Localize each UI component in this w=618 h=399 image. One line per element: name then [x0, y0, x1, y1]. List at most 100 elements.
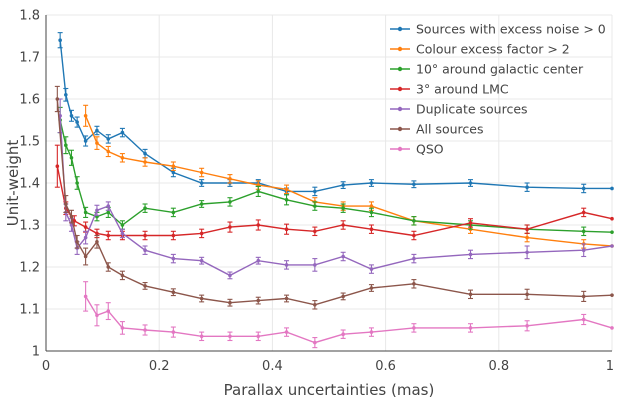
- legend-label: Sources with excess noise > 0: [416, 22, 606, 37]
- data-point: [525, 227, 529, 231]
- data-point: [106, 233, 111, 238]
- data-point: [581, 186, 586, 191]
- data-point: [106, 204, 111, 208]
- legend-marker: [397, 66, 403, 72]
- x-tick-label: 0.6: [375, 359, 396, 374]
- data-point: [369, 286, 374, 290]
- x-tick-label: 0.8: [488, 359, 509, 374]
- legend-marker: [397, 126, 403, 132]
- series-line: [59, 115, 613, 277]
- data-point: [143, 160, 147, 164]
- legend-item-7[interactable]: QSO: [390, 142, 444, 157]
- data-point: [143, 151, 147, 156]
- data-point: [171, 210, 176, 215]
- data-point: [75, 181, 79, 185]
- y-tick-label: 1.1: [19, 303, 40, 318]
- data-point: [64, 143, 68, 147]
- data-point: [69, 156, 74, 160]
- data-point: [228, 200, 232, 204]
- legend-marker: [397, 46, 403, 52]
- data-point: [120, 223, 125, 227]
- data-point: [75, 240, 79, 244]
- data-point: [143, 284, 147, 288]
- data-point: [69, 114, 74, 118]
- data-point: [171, 256, 176, 261]
- x-tick-label: 1: [606, 359, 614, 374]
- data-point: [412, 326, 416, 330]
- data-point: [83, 139, 88, 143]
- data-point: [284, 263, 289, 267]
- data-point: [284, 330, 289, 334]
- data-point: [256, 223, 261, 227]
- data-point: [256, 298, 261, 303]
- data-point: [199, 296, 204, 301]
- data-point: [228, 177, 232, 181]
- data-point: [228, 225, 232, 229]
- series-line: [56, 98, 613, 306]
- data-point: [69, 223, 74, 227]
- data-point: [369, 210, 374, 215]
- data-point: [256, 189, 261, 194]
- data-point: [228, 300, 232, 305]
- series-1: [57, 32, 614, 197]
- legend-item-6[interactable]: All sources: [390, 122, 484, 137]
- data-point: [58, 38, 62, 42]
- data-point: [412, 233, 416, 238]
- data-point: [69, 214, 74, 219]
- series-7: [83, 281, 614, 349]
- legend-label: 10° around galactic center: [416, 62, 584, 77]
- data-point: [284, 198, 289, 202]
- legend[interactable]: Sources with excess noise > 0 Colour exce…: [390, 22, 606, 157]
- data-point: [369, 267, 374, 271]
- data-point: [412, 219, 416, 223]
- y-axis-title: Unit-weight: [4, 140, 22, 227]
- data-point: [610, 230, 614, 234]
- data-point: [369, 330, 374, 334]
- legend-item-2[interactable]: Colour excess factor > 2: [390, 42, 570, 57]
- data-point: [143, 328, 147, 332]
- data-point: [313, 204, 317, 208]
- data-point: [171, 164, 176, 168]
- data-point: [610, 244, 614, 248]
- data-point: [284, 296, 289, 301]
- series-line: [84, 115, 613, 247]
- x-tick-label: 0: [42, 359, 50, 374]
- data-point: [525, 324, 529, 328]
- data-point: [95, 231, 99, 236]
- data-point: [581, 317, 586, 322]
- legend-item-3[interactable]: 10° around galactic center: [390, 62, 584, 77]
- series-6: [54, 85, 614, 310]
- data-point: [341, 206, 345, 210]
- series-line: [59, 119, 613, 233]
- data-point: [581, 294, 586, 299]
- data-point: [341, 254, 345, 259]
- data-point: [369, 227, 374, 231]
- data-point: [610, 293, 614, 297]
- legend-item-4[interactable]: 3° around LMC: [390, 82, 509, 97]
- data-point: [199, 202, 204, 206]
- data-point: [412, 282, 416, 286]
- series-line: [85, 296, 613, 344]
- data-point: [83, 210, 88, 215]
- data-point: [468, 326, 473, 330]
- data-point: [284, 227, 289, 231]
- data-point: [95, 240, 99, 244]
- data-point: [64, 93, 68, 97]
- data-point: [412, 182, 416, 187]
- data-point: [83, 254, 88, 259]
- data-point: [313, 229, 317, 234]
- data-point: [55, 97, 60, 101]
- data-point: [83, 235, 88, 240]
- legend-item-1[interactable]: Sources with excess noise > 0: [390, 22, 606, 37]
- legend-item-5[interactable]: Duplicate sources: [390, 102, 528, 117]
- data-point: [412, 256, 416, 261]
- data-point: [95, 128, 99, 133]
- data-point: [120, 231, 125, 236]
- data-point: [610, 216, 614, 221]
- data-point: [581, 248, 586, 252]
- data-point: [525, 235, 529, 240]
- data-point: [369, 204, 374, 208]
- y-tick-label: 1.8: [19, 9, 40, 24]
- data-point: [341, 294, 345, 299]
